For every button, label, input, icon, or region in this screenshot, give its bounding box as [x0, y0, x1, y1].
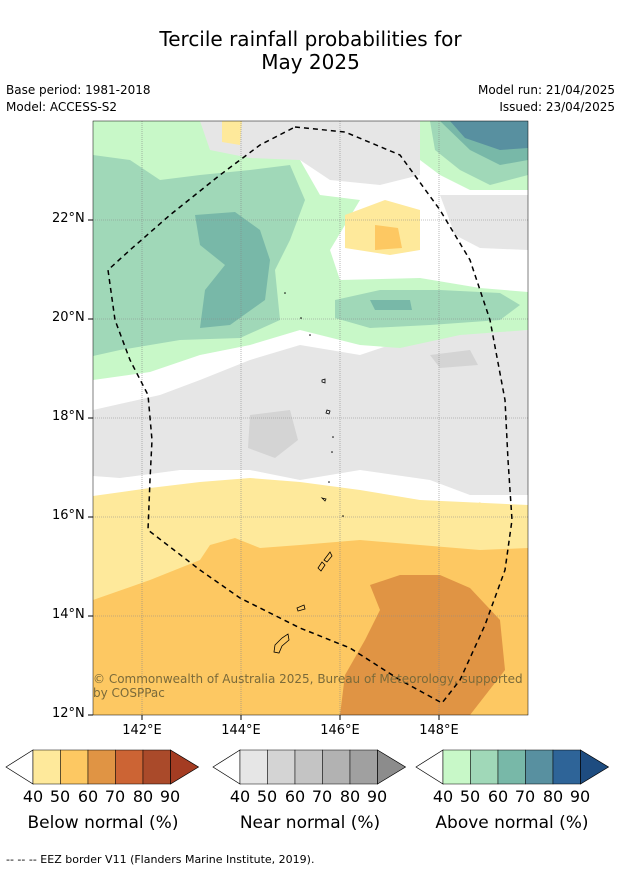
model-text: Model: ACCESS-S2	[6, 100, 118, 114]
title-line-1: Tercile rainfall probabilities for	[159, 27, 462, 51]
legend-tick: 90	[366, 787, 388, 806]
y-tick-label: 20°N	[52, 310, 85, 325]
base-period-text: Base period: 1981-2018	[6, 83, 151, 97]
legend-tick: 40	[432, 787, 454, 806]
legend-swatch	[239, 749, 268, 785]
above-normal-region-ne-darkest	[450, 121, 528, 150]
legend-swatch	[525, 749, 554, 785]
legend-swatch	[552, 749, 581, 785]
island-small-3	[325, 409, 331, 415]
below-normal-label: Below normal (%)	[27, 813, 179, 833]
y-tick-label: 18°N	[52, 409, 85, 424]
island-dots	[284, 292, 344, 517]
legend-swatch	[87, 749, 116, 785]
legend-swatch	[60, 749, 89, 785]
legend-swatch	[322, 749, 351, 785]
legend-arrow-high	[580, 749, 610, 785]
legend-swatch	[142, 749, 171, 785]
x-tick-label: 146°E	[320, 723, 360, 738]
island-saipan	[323, 551, 333, 563]
legend-arrow-low	[5, 749, 34, 785]
island-small-1	[320, 497, 327, 502]
near-normal-region-north	[200, 121, 420, 185]
map-title: Tercile rainfall probabilities for May 2…	[0, 28, 621, 74]
legend-tick: 50	[49, 787, 71, 806]
y-tick-label: 14°N	[52, 607, 85, 622]
y-tick-label: 16°N	[52, 508, 85, 523]
legend-tick: 60	[487, 787, 509, 806]
island-small-2	[321, 378, 326, 384]
y-tick-label: 22°N	[52, 211, 85, 226]
legend-tick: 60	[77, 787, 99, 806]
legend-swatch	[349, 749, 378, 785]
issued-text: Issued: 23/04/2025	[499, 100, 615, 114]
eez-border	[107, 126, 513, 704]
legend-tick: 60	[284, 787, 306, 806]
legend-arrow-high	[377, 749, 407, 785]
x-tick-label: 144°E	[221, 723, 261, 738]
meta-left: Base period: 1981-2018 Model: ACCESS-S2	[6, 82, 151, 116]
island-rota	[296, 604, 306, 612]
legend-tick: 40	[229, 787, 251, 806]
above-normal-region-core-2	[370, 300, 412, 310]
above-normal-region-core	[195, 212, 270, 328]
legend-tick: 80	[542, 787, 564, 806]
meta-right: Model run: 21/04/2025 Issued: 23/04/2025	[478, 82, 615, 116]
island-tinian	[317, 561, 326, 572]
map-field	[93, 121, 528, 715]
above-normal-label: Above normal (%)	[435, 813, 589, 833]
near-normal-region-ne	[440, 195, 528, 250]
above-normal-region-east	[335, 290, 520, 328]
legend-swatch	[267, 749, 296, 785]
island-guam	[273, 633, 290, 654]
legend-tick: 50	[459, 787, 481, 806]
near-normal-label: Near normal (%)	[239, 813, 381, 833]
legend-tick: 90	[569, 787, 591, 806]
below-normal-patch-north	[222, 121, 242, 145]
legend-tick: 70	[104, 787, 126, 806]
legend-tick: 70	[311, 787, 333, 806]
copyright-notice: © Commonwealth of Australia 2025, Bureau…	[93, 672, 523, 700]
legend-tick: 80	[339, 787, 361, 806]
islands	[273, 378, 333, 654]
above-normal-colorbar	[415, 749, 610, 785]
title-line-2: May 2025	[261, 50, 360, 74]
near-normal-region-dark	[248, 410, 298, 458]
model-run-text: Model run: 21/04/2025	[477, 83, 615, 97]
near-normal-region-central	[93, 330, 528, 495]
legend-swatch	[32, 749, 61, 785]
legend-tick: 70	[514, 787, 536, 806]
legend-tick: 40	[22, 787, 44, 806]
near-normal-colorbar	[212, 749, 407, 785]
below-normal-patch-ne-core	[375, 225, 402, 250]
near-normal-region-dark-2	[430, 350, 478, 368]
legend-swatch	[442, 749, 471, 785]
legend-tick: 50	[256, 787, 278, 806]
below-normal-colorbar	[5, 749, 200, 785]
legend-swatch	[294, 749, 323, 785]
x-tick-label: 142°E	[122, 723, 162, 738]
gridlines	[93, 121, 528, 715]
legend-tick: 90	[159, 787, 181, 806]
eez-footnote: -- -- -- EEZ border V11 (Flanders Marine…	[6, 853, 315, 866]
legend-arrow-high	[170, 749, 200, 785]
legend-arrow-low	[415, 749, 444, 785]
legend-swatch	[470, 749, 499, 785]
below-normal-speck	[476, 502, 482, 507]
legend-tick: 80	[132, 787, 154, 806]
x-tick-label: 148°E	[419, 723, 459, 738]
legend-swatch	[497, 749, 526, 785]
legend-arrow-low	[212, 749, 241, 785]
below-normal-region-south-core	[340, 575, 505, 715]
y-tick-label: 12°N	[52, 706, 85, 721]
legend-swatch	[115, 749, 144, 785]
tick-marks	[88, 219, 440, 720]
